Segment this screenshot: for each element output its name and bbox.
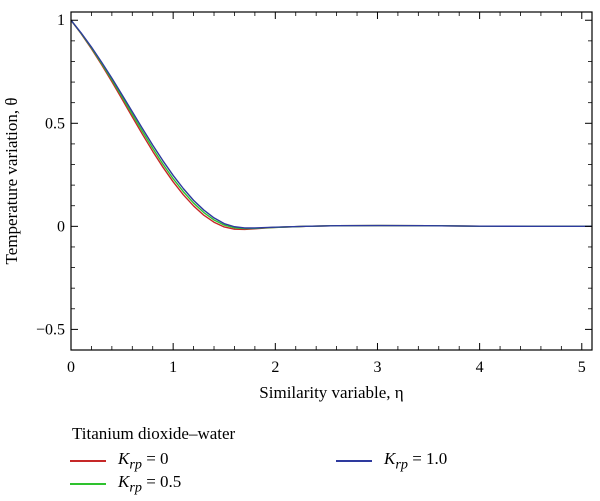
y-axis-title: Temperature variation, θ bbox=[2, 98, 21, 265]
tick-labels-layer: 0 1 2 3 4 5 1 0.5 0 −0.5 bbox=[36, 12, 586, 376]
x-tick-label: 1 bbox=[169, 359, 177, 376]
y-tick-label: 1 bbox=[57, 12, 65, 29]
x-tick-label: 3 bbox=[373, 359, 381, 376]
legend-label-krp-0: Krp = 0 bbox=[118, 448, 169, 473]
y-tick-label: 0.5 bbox=[45, 115, 65, 132]
ticks-layer bbox=[70, 12, 592, 351]
y-tick-label: 0 bbox=[57, 218, 65, 235]
plot-frame bbox=[70, 11, 593, 351]
legend-label-krp-1-0: Krp = 1.0 bbox=[384, 448, 448, 473]
legend-swatch-krp-0-5 bbox=[70, 483, 106, 485]
legend-item-krp-1-0: Krp = 1.0 bbox=[336, 448, 448, 473]
legend-item-krp-0: Krp = 0 bbox=[70, 448, 169, 473]
chart-svg: 0 1 2 3 4 5 1 0.5 0 −0.5 Similarity variable, η T… bbox=[2, 11, 593, 402]
x-tick-label: 2 bbox=[271, 359, 279, 376]
x-tick-label: 4 bbox=[476, 359, 484, 376]
series-line-2 bbox=[70, 19, 592, 229]
x-tick-label: 0 bbox=[67, 359, 75, 376]
legend-swatch-krp-0 bbox=[70, 460, 106, 462]
legend: Titanium dioxide–water Krp = 0 Krp = 0.5… bbox=[70, 424, 590, 496]
legend-item-krp-0-5: Krp = 0.5 bbox=[70, 471, 182, 496]
series-line-1 bbox=[70, 19, 592, 230]
legend-label-krp-0-5: Krp = 0.5 bbox=[118, 471, 182, 496]
legend-swatch-krp-1-0 bbox=[336, 460, 372, 462]
legend-title: Titanium dioxide–water bbox=[72, 424, 236, 443]
x-axis-title: Similarity variable, η bbox=[259, 383, 403, 402]
series-layer bbox=[70, 19, 592, 231]
x-tick-label: 5 bbox=[578, 359, 586, 376]
y-tick-label: −0.5 bbox=[36, 321, 65, 338]
series-line-0 bbox=[70, 19, 592, 231]
